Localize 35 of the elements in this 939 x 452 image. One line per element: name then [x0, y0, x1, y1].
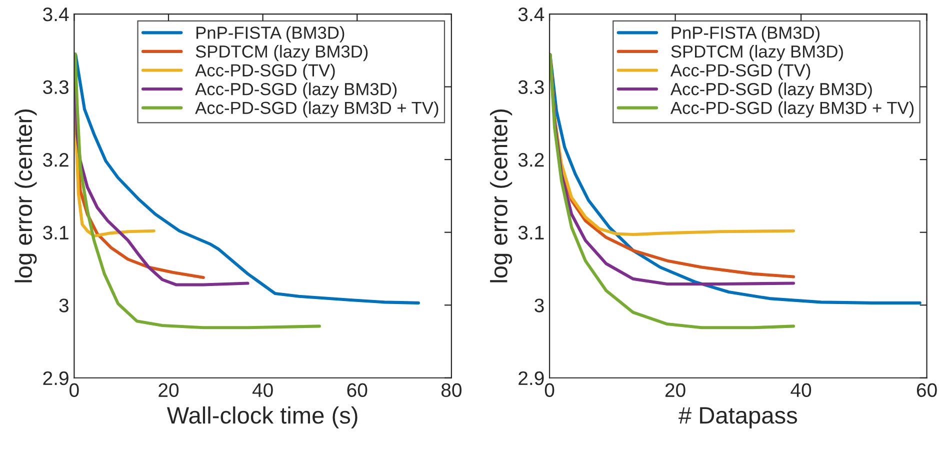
y-tick-label: 3.1 [518, 226, 544, 240]
y-tick-label: 3.2 [518, 153, 544, 167]
x-tick-label: 60 [347, 383, 368, 398]
legend-label: Acc-PD-SGD (TV) [195, 64, 335, 80]
y-axis-title: log error (center) [14, 109, 37, 282]
y-tick-label: 3.4 [518, 7, 544, 22]
y-axis-title: log error (center) [490, 109, 512, 282]
legend-label: PnP-FISTA (BM3D) [196, 26, 344, 42]
x-tick-label: 80 [441, 383, 462, 398]
y-tick-label: 3.1 [43, 226, 68, 240]
legend-label: Acc-PD-SGD (lazy BM3D) [670, 82, 872, 99]
legend-label: Acc-PD-SGD (lazy BM3D + TV) [670, 101, 914, 118]
y-tick-label: 2.9 [518, 371, 544, 386]
y-tick-label: 3.3 [518, 80, 544, 94]
legend-label: SPDTCM (lazy BM3D) [671, 44, 843, 62]
y-tick-label: 3.2 [43, 153, 68, 167]
y-tick-label: 3.3 [43, 80, 68, 94]
y-tick-label: 3.4 [43, 7, 69, 22]
x-tick-label: 40 [790, 383, 812, 398]
x-tick-label: 40 [252, 383, 273, 398]
y-tick-label: 3 [59, 298, 68, 312]
legend-label: PnP-FISTA (BM3D) [672, 26, 820, 42]
x-tick-label: 60 [916, 383, 937, 398]
legend-label: Acc-PD-SGD (lazy BM3D + TV) [195, 101, 438, 118]
legend-label: SPDTCM (lazy BM3D) [196, 44, 368, 62]
y-tick-label: 2.9 [43, 371, 68, 386]
x-axis-title: Wall-clock time (s) [166, 406, 358, 428]
legend-label: Acc-PD-SGD (lazy BM3D) [195, 82, 397, 99]
x-tick-label: 20 [665, 383, 686, 398]
legend-label: Acc-PD-SGD (TV) [670, 64, 810, 80]
x-tick-label: 0 [70, 383, 79, 398]
y-tick-label: 3 [534, 298, 544, 312]
x-tick-label: 0 [544, 383, 554, 398]
x-axis-title: # Datapass [678, 407, 798, 428]
x-tick-label: 20 [158, 383, 179, 398]
